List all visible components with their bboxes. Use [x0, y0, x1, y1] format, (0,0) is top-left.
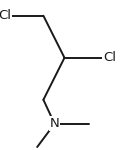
Text: Cl: Cl [103, 51, 116, 64]
Text: N: N [50, 117, 59, 130]
Text: Cl: Cl [0, 9, 11, 22]
